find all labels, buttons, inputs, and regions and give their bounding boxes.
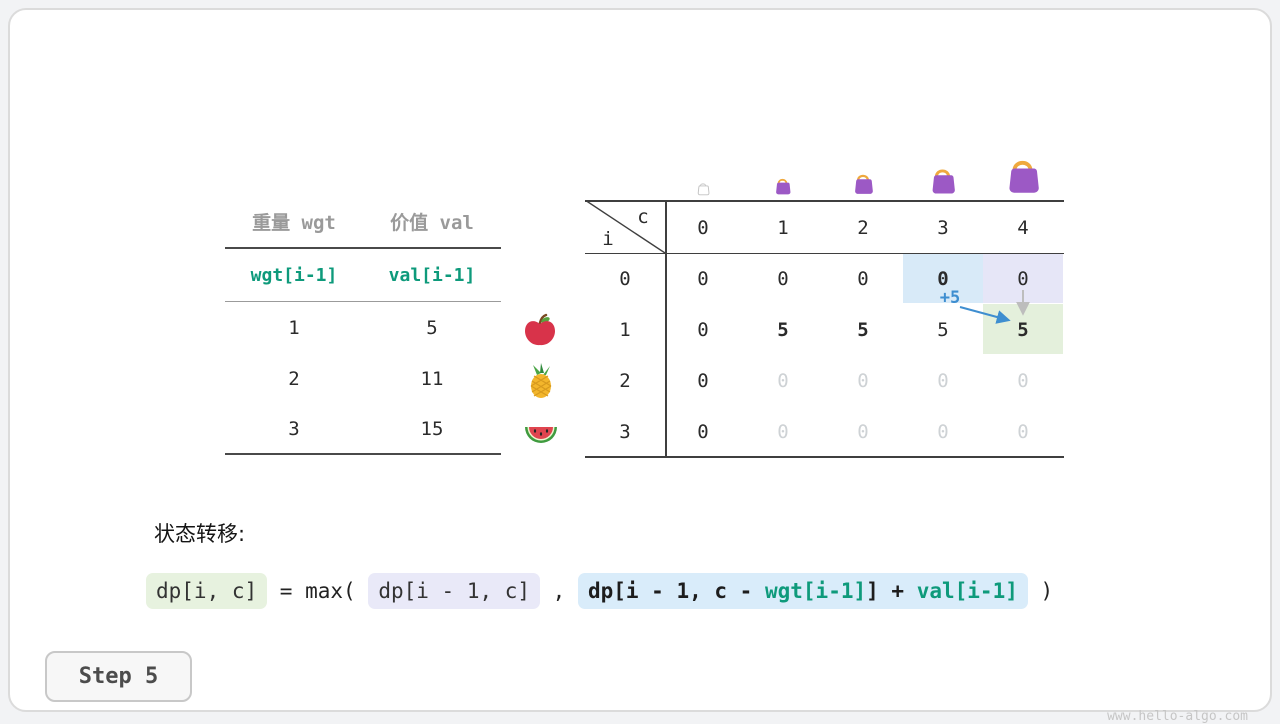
divider [665,200,667,456]
dp-cell-3-3: 0 [937,421,949,443]
handbag-icon-medium [850,171,876,200]
divider [585,200,1064,202]
dp-row-header-3: 3 [619,421,631,443]
dp-cell-2-4: 0 [1017,370,1029,392]
watermark: www.hello-algo.com [1107,709,1248,724]
dp-cell-0-3: 0 [937,268,949,290]
formula-take-prefix: dp[i - 1, c - [587,579,765,603]
dp-cell-3-4: 0 [1017,421,1029,443]
item-1-weight: 1 [288,316,300,339]
empty-bag-icon [695,181,711,200]
item-row-1: 1 5 [225,302,501,353]
dp-cell-2-2: 0 [857,370,869,392]
dp-cell-0-1: 0 [777,268,789,290]
dp-col-header-2: 2 [857,217,869,239]
dp-cell-0-4: 0 [1017,268,1029,290]
items-col-value: 价值 val [390,212,474,234]
items-table-header: 重量 wgt 价值 val [225,196,501,249]
corner-label-c: c [637,206,649,228]
transition-arrows [959,290,1030,324]
divider [585,456,1064,458]
dp-table: c i 0 1 2 3 4 0 1 2 3 0 0 0 0 0 0 5 5 5 … [585,140,1064,461]
dp-col-header-3: 3 [937,217,949,239]
dp-row-header-0: 0 [619,268,631,290]
items-var-row: wgt[i-1] val[i-1] [225,249,501,302]
dp-col-header-1: 1 [777,217,789,239]
formula-take-val: val[i-1] [916,579,1018,603]
dp-cell-1-1: 5 [777,319,789,341]
item-1-value: 5 [426,316,438,339]
highlight-source-cell [903,254,983,303]
formula-take-wgt: wgt[i-1] [764,579,867,603]
handbag-icon-xlarge [1001,155,1044,200]
formula-option-take: dp[i - 1, c - wgt[i-1]] + val[i-1] [577,573,1028,609]
dp-cell-3-2: 0 [857,421,869,443]
dp-cell-0-0: 0 [697,268,709,290]
watermelon-icon [523,414,559,450]
formula-lhs: dp[i, c] [146,573,268,609]
formula-take-mid: ] + [866,579,917,603]
item-row-2: 2 11 [225,353,501,404]
item-3-weight: 3 [288,417,300,440]
dp-cell-3-1: 0 [777,421,789,443]
formula-eq: = max( [267,579,369,603]
transition-formula: dp[i, c] = max( dp[i - 1, c] , dp[i - 1,… [146,571,1053,611]
dp-cell-2-1: 0 [777,370,789,392]
dp-col-header-4: 4 [1017,217,1029,239]
step-button[interactable]: Step 5 [45,651,192,702]
dp-cell-1-3: 5 [937,319,949,341]
corner-label-i: i [602,228,614,250]
dp-row-header-1: 1 [619,319,631,341]
corner-diagonal [585,200,665,253]
item-row-3: 3 15 [225,404,501,455]
figure-card: 重量 wgt 价值 val wgt[i-1] val[i-1] 1 5 2 11… [8,8,1272,724]
dp-cell-2-3: 0 [937,370,949,392]
formula-close: ) [1027,579,1054,603]
dp-cell-3-0: 0 [697,421,709,443]
plus-five-annotation: +5 [939,288,961,308]
dp-cell-0-2: 0 [857,268,869,290]
dp-cell-1-0: 0 [697,319,709,341]
handbag-icon-small [772,176,793,200]
handbag-icon-large [926,165,959,200]
divider [585,253,1064,254]
items-col-weight: 重量 wgt [252,212,336,234]
dp-cell-1-2: 5 [857,319,869,341]
items-table: 重量 wgt 价值 val wgt[i-1] val[i-1] 1 5 2 11… [225,196,501,455]
item-3-value: 15 [420,417,444,440]
pineapple-icon [523,363,559,399]
apple-icon [522,312,558,348]
dp-cell-2-0: 0 [697,370,709,392]
item-2-value: 11 [420,367,444,390]
dp-row-header-2: 2 [619,370,631,392]
dp-cell-1-4: 5 [1017,319,1029,341]
formula-option-keep: dp[i - 1, c] [368,573,541,609]
transition-title: 状态转移: [154,522,246,546]
items-var-value: val[i-1] [388,264,476,286]
formula-separator: , [540,579,578,603]
dp-col-header-0: 0 [697,217,709,239]
items-var-weight: wgt[i-1] [250,264,338,286]
item-2-weight: 2 [288,367,300,390]
